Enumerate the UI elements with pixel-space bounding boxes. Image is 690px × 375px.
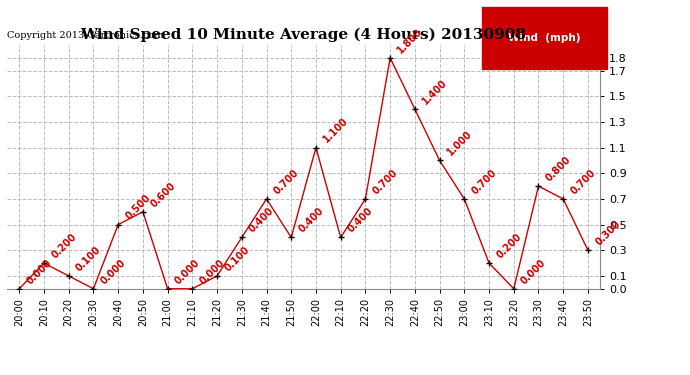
Text: 0.500: 0.500 bbox=[124, 193, 152, 222]
Text: 0.600: 0.600 bbox=[148, 180, 177, 209]
Text: 1.400: 1.400 bbox=[420, 78, 449, 106]
Text: 0.000: 0.000 bbox=[25, 257, 54, 286]
Text: 1.000: 1.000 bbox=[445, 129, 474, 158]
Text: Wind  (mph): Wind (mph) bbox=[509, 33, 581, 43]
Text: 0.700: 0.700 bbox=[272, 167, 301, 196]
Text: 0.800: 0.800 bbox=[544, 154, 573, 183]
Text: 0.000: 0.000 bbox=[173, 257, 202, 286]
Text: 0.700: 0.700 bbox=[569, 167, 598, 196]
Text: 1.100: 1.100 bbox=[322, 116, 351, 145]
Text: 0.400: 0.400 bbox=[297, 206, 326, 235]
Text: 0.200: 0.200 bbox=[495, 231, 524, 260]
Text: 0.000: 0.000 bbox=[520, 257, 548, 286]
Title: Wind Speed 10 Minute Average (4 Hours) 20130908: Wind Speed 10 Minute Average (4 Hours) 2… bbox=[81, 28, 526, 42]
Text: 0.400: 0.400 bbox=[346, 206, 375, 235]
Text: 0.100: 0.100 bbox=[75, 244, 103, 273]
Text: 0.700: 0.700 bbox=[470, 167, 499, 196]
Text: Copyright 2013 Cartronics.com: Copyright 2013 Cartronics.com bbox=[7, 31, 164, 40]
Text: 0.700: 0.700 bbox=[371, 167, 400, 196]
Text: 0.100: 0.100 bbox=[223, 244, 251, 273]
Text: 1.800: 1.800 bbox=[395, 26, 424, 55]
Text: 0.300: 0.300 bbox=[593, 219, 622, 248]
Text: 0.400: 0.400 bbox=[247, 206, 276, 235]
Text: 0.000: 0.000 bbox=[198, 257, 227, 286]
Text: 0.200: 0.200 bbox=[50, 231, 79, 260]
Text: 0.000: 0.000 bbox=[99, 257, 128, 286]
